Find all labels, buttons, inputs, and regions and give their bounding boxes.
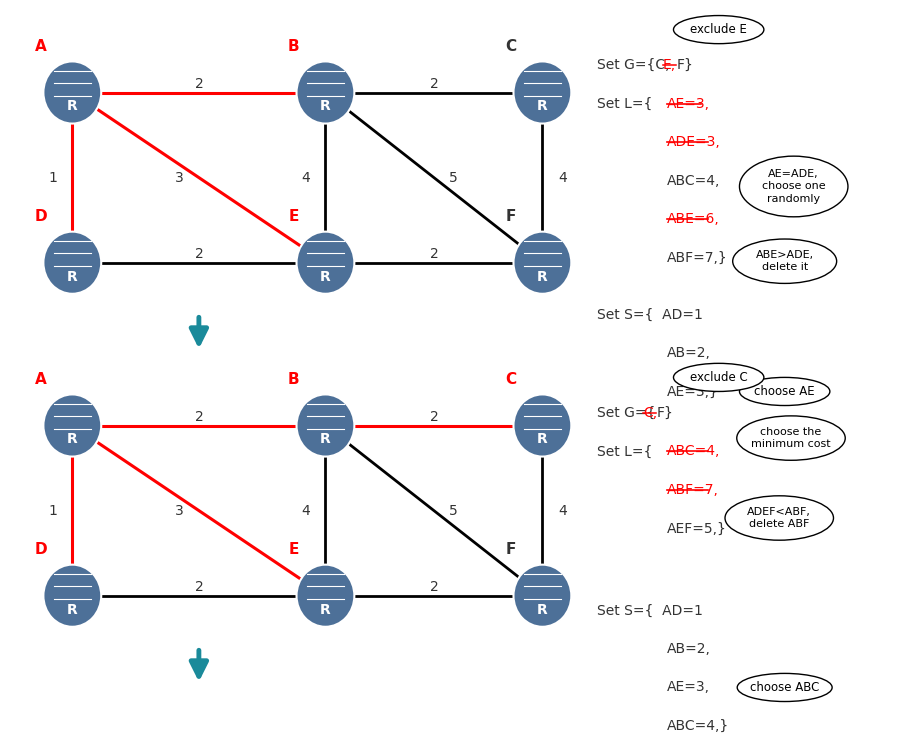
Text: Set S={  AD=1: Set S={ AD=1 xyxy=(596,308,702,321)
Text: choose AE: choose AE xyxy=(753,385,815,398)
Text: F}: F} xyxy=(656,406,673,420)
Ellipse shape xyxy=(513,565,571,627)
Text: AE=3,: AE=3, xyxy=(666,681,710,694)
Ellipse shape xyxy=(513,394,571,457)
Text: R: R xyxy=(67,99,78,113)
Ellipse shape xyxy=(296,232,354,294)
Text: F}: F} xyxy=(675,58,693,72)
Text: A: A xyxy=(34,38,46,53)
Text: Set L={: Set L={ xyxy=(596,97,651,110)
Ellipse shape xyxy=(673,16,763,44)
Text: 2: 2 xyxy=(429,77,438,90)
Ellipse shape xyxy=(731,239,836,283)
Text: AE=3,: AE=3, xyxy=(666,97,710,110)
Ellipse shape xyxy=(296,565,354,627)
Ellipse shape xyxy=(296,61,354,124)
Ellipse shape xyxy=(673,363,763,391)
Text: choose ABC: choose ABC xyxy=(749,681,818,694)
Text: B: B xyxy=(287,371,299,386)
Ellipse shape xyxy=(724,496,833,540)
Text: 4: 4 xyxy=(301,171,310,184)
Text: AB=2,: AB=2, xyxy=(666,642,711,656)
Text: E: E xyxy=(288,209,299,223)
Text: R: R xyxy=(536,99,547,113)
Text: R: R xyxy=(536,602,547,616)
Text: ABE=6,: ABE=6, xyxy=(666,212,719,226)
Text: C: C xyxy=(505,38,516,53)
Text: 2: 2 xyxy=(429,580,438,593)
Text: E,: E, xyxy=(663,58,675,72)
Text: ADE=3,: ADE=3, xyxy=(666,135,720,149)
Text: choose the
minimum cost: choose the minimum cost xyxy=(750,427,830,449)
Text: ABC=4,}: ABC=4,} xyxy=(666,719,729,733)
Text: ABF=7,}: ABF=7,} xyxy=(666,251,727,264)
Ellipse shape xyxy=(43,565,101,627)
Text: Set S={  AD=1: Set S={ AD=1 xyxy=(596,604,702,617)
Text: ABC=4,: ABC=4, xyxy=(666,174,720,187)
Text: R: R xyxy=(320,432,330,446)
Text: 3: 3 xyxy=(174,504,183,517)
Text: E: E xyxy=(288,542,299,556)
Text: R: R xyxy=(536,269,547,283)
Text: 5: 5 xyxy=(449,171,458,184)
Text: F: F xyxy=(505,209,516,223)
Text: C: C xyxy=(505,371,516,386)
Text: 2: 2 xyxy=(429,410,438,423)
Text: exclude E: exclude E xyxy=(690,23,746,36)
Text: C,: C, xyxy=(642,406,656,420)
Text: R: R xyxy=(67,602,78,616)
Ellipse shape xyxy=(739,156,847,217)
Text: Set G={C,: Set G={C, xyxy=(596,58,673,72)
Ellipse shape xyxy=(43,61,101,124)
Text: 5: 5 xyxy=(449,504,458,517)
Text: ABF=7,: ABF=7, xyxy=(666,483,718,497)
Text: 4: 4 xyxy=(301,504,310,517)
Text: AB=2,: AB=2, xyxy=(666,346,711,360)
Text: R: R xyxy=(67,269,78,283)
Text: R: R xyxy=(320,602,330,616)
Text: D: D xyxy=(34,542,47,556)
Text: 2: 2 xyxy=(194,77,203,90)
Text: 4: 4 xyxy=(557,171,566,184)
Text: D: D xyxy=(34,209,47,223)
Ellipse shape xyxy=(739,377,829,406)
Text: A: A xyxy=(34,371,46,386)
Text: exclude C: exclude C xyxy=(689,371,747,384)
Text: ABE>ADE,
delete it: ABE>ADE, delete it xyxy=(755,250,813,272)
Text: 1: 1 xyxy=(48,171,57,184)
Text: 3: 3 xyxy=(174,171,183,184)
Text: R: R xyxy=(320,99,330,113)
Text: B: B xyxy=(287,38,299,53)
Ellipse shape xyxy=(513,61,571,124)
Text: AE=3,}: AE=3,} xyxy=(666,385,718,398)
Ellipse shape xyxy=(513,232,571,294)
Text: Set L={: Set L={ xyxy=(596,445,651,458)
Text: F: F xyxy=(505,542,516,556)
Text: Set G={: Set G={ xyxy=(596,406,655,420)
Text: 2: 2 xyxy=(194,247,203,260)
Ellipse shape xyxy=(43,232,101,294)
Text: R: R xyxy=(320,269,330,283)
Ellipse shape xyxy=(43,394,101,457)
Text: 2: 2 xyxy=(194,580,203,593)
Ellipse shape xyxy=(736,416,844,460)
Text: 2: 2 xyxy=(429,247,438,260)
Text: 1: 1 xyxy=(48,504,57,517)
Text: R: R xyxy=(67,432,78,446)
Text: ABC=4,: ABC=4, xyxy=(666,445,720,458)
Text: 4: 4 xyxy=(557,504,566,517)
Ellipse shape xyxy=(737,673,832,702)
Text: AEF=5,}: AEF=5,} xyxy=(666,522,726,535)
Text: AE=ADE,
choose one
randomly: AE=ADE, choose one randomly xyxy=(761,169,824,204)
Text: 2: 2 xyxy=(194,410,203,423)
Text: R: R xyxy=(536,432,547,446)
Text: ADEF<ABF,
delete ABF: ADEF<ABF, delete ABF xyxy=(747,507,810,529)
Ellipse shape xyxy=(296,394,354,457)
